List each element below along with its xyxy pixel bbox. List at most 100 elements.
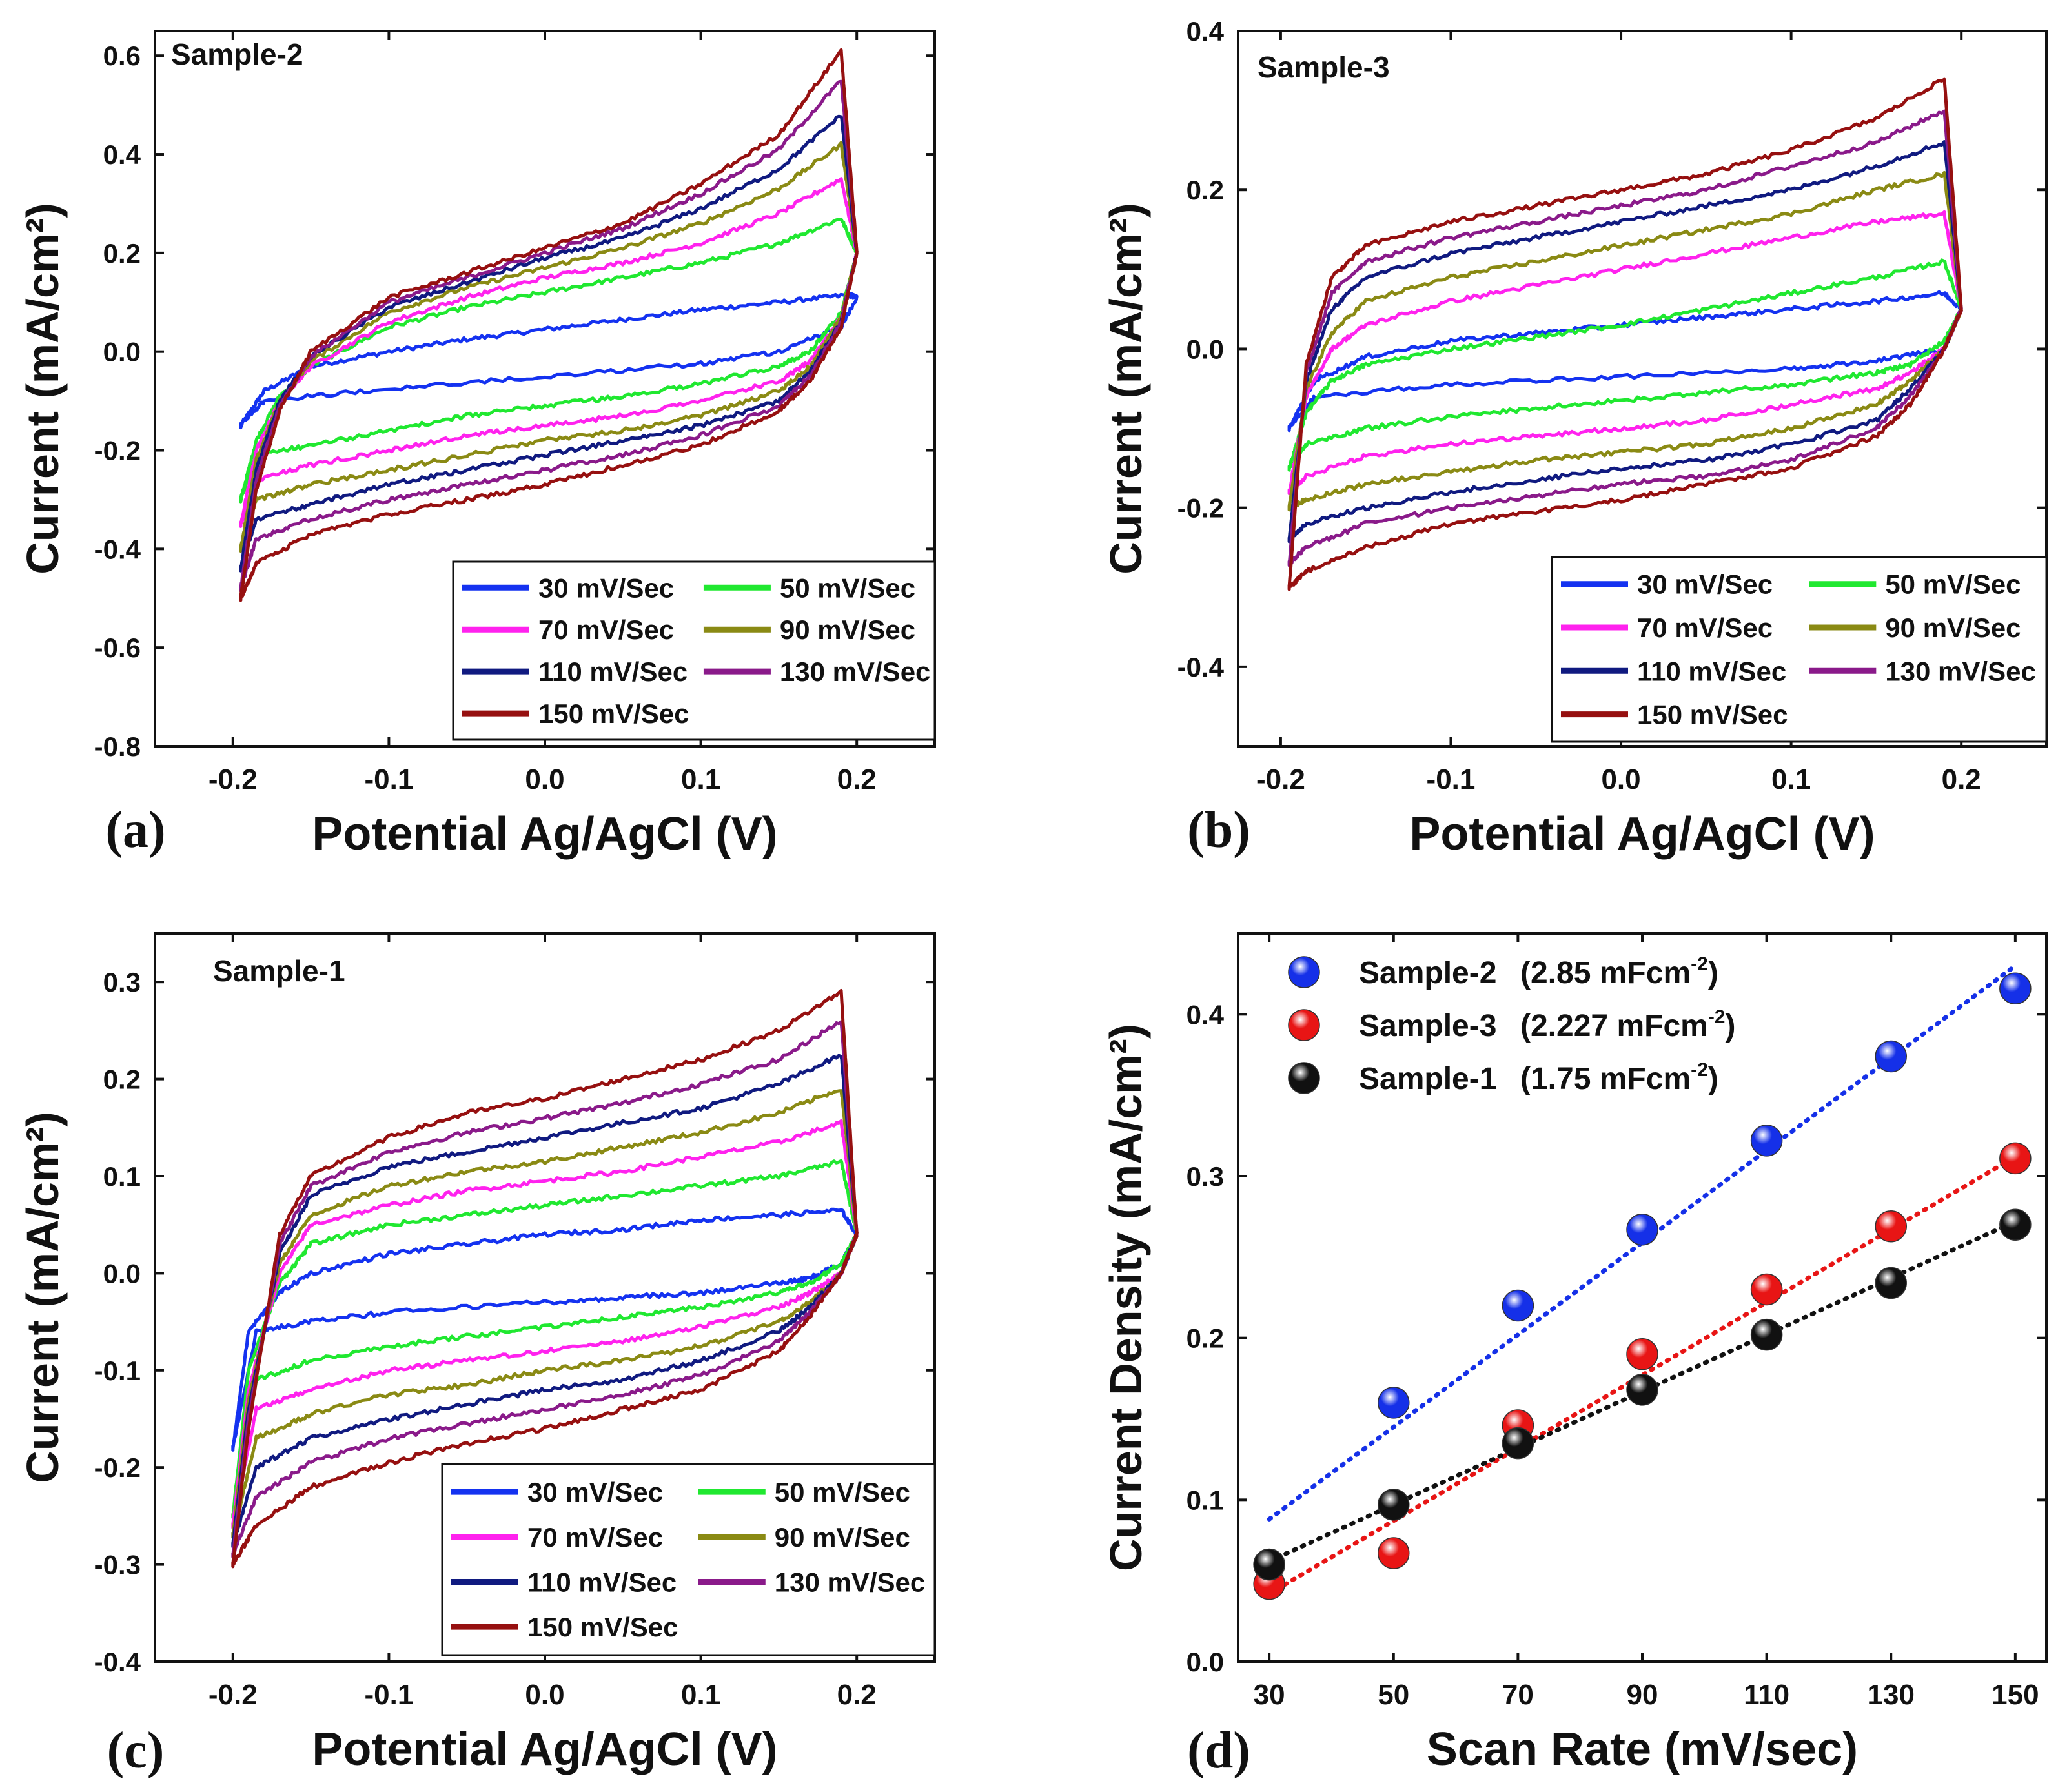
legend-marker — [1288, 956, 1320, 988]
y-tick-label: -0.2 — [94, 436, 141, 466]
x-tick-label: 0.0 — [525, 764, 564, 795]
cv-curves — [239, 48, 859, 602]
x-tick-label: 0.1 — [1771, 764, 1811, 795]
legend-note: (2.227 mFcm-2) — [1520, 1006, 1735, 1043]
chart-panel-3: -0.2 -0.1 0.0 0.1 0.2 -0.4 -0.3 -0.2 -0.1 0.0 0.1 0… — [17, 932, 936, 1779]
data-point-sample-1 — [1253, 1548, 1285, 1581]
y-tick-label: 0.4 — [1187, 16, 1225, 46]
data-point-sample-2 — [1626, 1213, 1658, 1246]
legend-label: 110 mV/Sec — [527, 1567, 677, 1597]
y-tick-label: -0.4 — [1177, 652, 1225, 682]
legend-label: 70 mV/Sec — [527, 1522, 663, 1553]
x-tick-label: 30 — [1254, 1679, 1285, 1711]
legend-label: 30 mV/Sec — [1637, 569, 1773, 600]
y-axis-label: Current Density (mA/cm²) — [1101, 1024, 1151, 1571]
legend-box — [441, 1463, 936, 1656]
legend-box — [452, 560, 936, 741]
y-tick-label: -0.3 — [94, 1550, 141, 1580]
data-point-sample-3 — [1750, 1273, 1783, 1306]
data-point-sample-1 — [1378, 1489, 1410, 1521]
x-axis-label: Potential Ag/AgCl (V) — [312, 1724, 777, 1775]
data-point-sample-3 — [1378, 1537, 1410, 1569]
panel-label-a: (a) — [105, 802, 165, 859]
legend-label: 130 mV/Sec — [775, 1567, 926, 1597]
legend: Sample-2 (2.85 mFcm-2) Sample-3 (2.227 mFcm… — [1288, 953, 1735, 1096]
x-tick-label: 70 — [1502, 1679, 1534, 1711]
x-tick-label: 0.2 — [837, 764, 877, 795]
data-points — [1253, 972, 2032, 1600]
y-tick-label: 0.6 — [103, 41, 141, 71]
y-tick-label: 0.2 — [103, 1064, 141, 1095]
legend-label: Sample-3 — [1359, 1009, 1496, 1043]
legend-label: Sample-1 — [1359, 1062, 1496, 1096]
data-point-sample-1 — [1626, 1374, 1658, 1406]
y-tick-label: 0.0 — [103, 337, 141, 367]
cv-curves — [1287, 77, 1963, 591]
y-tick-label: 0.3 — [103, 967, 141, 997]
y-tick-label: -0.6 — [94, 633, 141, 663]
cv-curve-series-1 — [1287, 290, 1963, 433]
x-tick-label: -0.1 — [364, 764, 413, 795]
data-point-sample-2 — [1875, 1040, 1907, 1073]
panel-label-c: (c) — [107, 1722, 165, 1779]
x-tick-label: 50 — [1378, 1679, 1409, 1711]
data-point-sample-2 — [1999, 972, 2032, 1004]
cv-curve-series-7 — [239, 48, 859, 602]
legend-label: 50 mV/Sec — [775, 1477, 910, 1507]
legend-label: Sample-2 — [1359, 956, 1496, 990]
y-tick-label: 0.1 — [103, 1161, 141, 1192]
x-tick-label: -0.2 — [1256, 764, 1305, 795]
plot-frame — [1237, 30, 2048, 748]
legend: 30 mV/Sec 50 mV/Sec 70 mV/Sec 90 mV/Sec 110 … — [452, 560, 936, 741]
cv-curves — [231, 988, 859, 1569]
y-tick-label: 0.0 — [1187, 1647, 1224, 1677]
y-tick-label: -0.8 — [94, 731, 141, 762]
legend-label: 30 mV/Sec — [527, 1477, 663, 1507]
x-tick-label: 0.0 — [1601, 764, 1640, 795]
x-tick-label: 0.2 — [837, 1679, 877, 1711]
x-tick-label: -0.1 — [364, 1679, 413, 1711]
legend-box — [1551, 556, 2048, 743]
legend-label: 90 mV/Sec — [1885, 613, 2021, 643]
y-tick-label: -0.4 — [94, 534, 141, 564]
chart-panel-2: -0.2 -0.1 0.0 0.1 0.2 -0.4 -0.2 0.0 0.2 0.4 Potent… — [1101, 16, 2048, 860]
data-point-sample-1 — [1875, 1267, 1907, 1299]
legend-label: 110 mV/Sec — [538, 657, 688, 687]
x-axis-label: Potential Ag/AgCl (V) — [312, 808, 777, 860]
x-axis-label: Scan Rate (mV/sec) — [1427, 1724, 1858, 1775]
chart-panel-4: 30 50 70 90 110 130 150 0.0 0.1 0.2 0.3 0.4 Scan Rat… — [1101, 932, 2048, 1779]
legend-label: 70 mV/Sec — [538, 615, 674, 645]
data-point-sample-2 — [1502, 1289, 1534, 1322]
data-point-sample-1 — [1750, 1318, 1783, 1351]
data-point-sample-3 — [1875, 1210, 1907, 1243]
y-axis-label: Current (mA/cm²) — [17, 1112, 68, 1483]
x-tick-label: 0.1 — [681, 764, 720, 795]
y-tick-label: 0.4 — [103, 139, 141, 170]
y-tick-label: -0.1 — [94, 1356, 141, 1386]
x-tick-label: 150 — [1992, 1679, 2039, 1711]
data-point-sample-2 — [1750, 1125, 1783, 1157]
legend-label: 50 mV/Sec — [1885, 569, 2021, 600]
sample-title: Sample-3 — [1258, 50, 1390, 84]
x-axis-label: Potential Ag/AgCl (V) — [1409, 808, 1875, 860]
legend-marker — [1288, 1062, 1320, 1094]
sample-title: Sample-1 — [213, 954, 345, 988]
cv-curve-series-7 — [1287, 77, 1963, 591]
legend-label: 150 mV/Sec — [538, 698, 689, 729]
y-tick-label: -0.4 — [94, 1647, 141, 1677]
x-tick-label: 110 — [1744, 1679, 1789, 1711]
sample-title: Sample-2 — [171, 37, 303, 71]
data-point-sample-2 — [1378, 1387, 1410, 1419]
y-axis-label: Current (mA/cm²) — [17, 203, 68, 575]
legend-note: (2.85 mFcm-2) — [1520, 953, 1718, 990]
legend-label: 90 mV/Sec — [775, 1522, 910, 1553]
x-tick-label: -0.2 — [209, 1679, 258, 1711]
y-tick-label: 0.0 — [103, 1258, 141, 1288]
cv-curve-series-1 — [231, 1207, 859, 1452]
x-tick-label: 130 — [1868, 1679, 1915, 1711]
legend-label: 130 mV/Sec — [780, 657, 931, 687]
y-tick-label: -0.2 — [94, 1452, 141, 1483]
y-tick-label: 0.2 — [1187, 175, 1224, 205]
legend-label: 150 mV/Sec — [527, 1612, 678, 1642]
